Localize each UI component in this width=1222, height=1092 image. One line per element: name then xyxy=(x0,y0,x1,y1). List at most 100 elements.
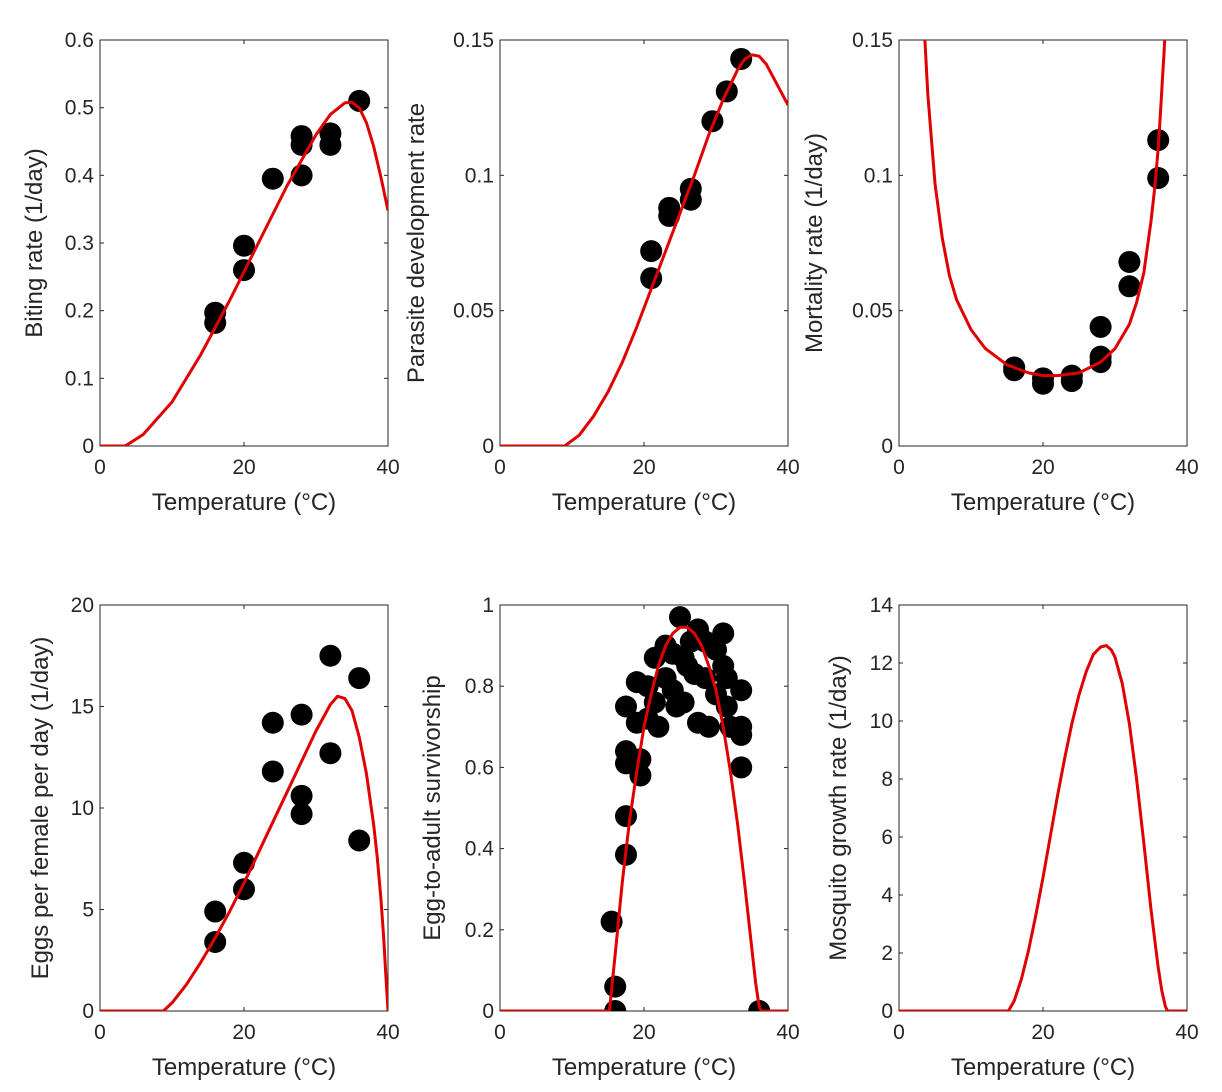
data-point xyxy=(669,606,691,629)
y-tick-label: 0.05 xyxy=(453,300,494,323)
y-axis-label: Biting rate (1/day) xyxy=(21,148,48,337)
y-axis-label: Mosquito growth rate (1/day) xyxy=(825,655,852,960)
panel-biting-rate: 0 20 40 0 0.1 0.2 0.3 0.4 0.5 0.6 Temperature (°C)… xyxy=(21,29,400,516)
y-tick-label: 0.1 xyxy=(465,164,494,187)
x-tick-label: 20 xyxy=(232,456,255,479)
data-point xyxy=(1118,250,1141,273)
y-tick-label: 0.1 xyxy=(864,164,893,187)
data-points xyxy=(204,644,371,953)
x-tick-label: 20 xyxy=(232,1021,255,1044)
data-point xyxy=(319,644,342,667)
x-tick-label: 40 xyxy=(1175,456,1198,479)
panel-parasite-development-rate: 0 20 40 0 0.05 0.1 0.15 Temperature (°C) Parasit… xyxy=(403,29,800,516)
y-tick-label: 8 xyxy=(881,768,893,791)
data-point xyxy=(712,622,735,645)
y-tick-label: 0 xyxy=(881,435,893,458)
x-tick-label: 0 xyxy=(494,1021,506,1044)
fit-curve xyxy=(100,100,388,446)
data-point xyxy=(604,975,627,998)
fit-curve xyxy=(899,644,1187,1011)
y-tick-label: 0.6 xyxy=(465,756,494,779)
data-point xyxy=(261,167,284,190)
x-axis-label: Temperature (°C) xyxy=(152,1054,336,1081)
data-point xyxy=(348,667,371,690)
y-tick-label: 0 xyxy=(482,1000,494,1023)
x-tick-label: 20 xyxy=(632,1021,655,1044)
y-tick-label: 0.3 xyxy=(65,232,94,255)
x-axis-label: Temperature (°C) xyxy=(152,489,336,516)
panel-eggs-per-female: 0 20 40 0 5 10 15 20 Temperature (°C) Eggs per fe… xyxy=(27,594,400,1081)
x-tick-label: 0 xyxy=(893,456,905,479)
y-tick-label: 0.8 xyxy=(465,675,494,698)
y-tick-label: 0.4 xyxy=(465,838,495,861)
data-point xyxy=(261,760,284,783)
data-point xyxy=(640,240,663,263)
data-point xyxy=(319,133,342,156)
y-tick-label: 12 xyxy=(870,652,893,675)
y-axis-label: Egg-to-adult survivorship xyxy=(419,675,446,940)
x-tick-label: 40 xyxy=(776,1021,799,1044)
y-tick-label: 10 xyxy=(870,710,893,733)
y-tick-label: 0.5 xyxy=(65,97,94,120)
x-tick-label: 20 xyxy=(632,456,655,479)
panel-mosquito-growth-rate: 0 20 40 0 2 4 6 8 10 12 14 Temperature (°C) Mosquito… xyxy=(825,594,1199,1081)
axes-frame xyxy=(898,604,1188,1012)
data-point xyxy=(1032,372,1054,395)
axes-frame xyxy=(499,604,789,1012)
data-point xyxy=(233,851,255,874)
x-axis-label: Temperature (°C) xyxy=(951,1054,1135,1081)
x-tick-label: 20 xyxy=(1031,456,1054,479)
x-tick-label: 0 xyxy=(494,456,506,479)
y-axis-label: Parasite development rate xyxy=(403,103,430,383)
y-tick-label: 0.2 xyxy=(465,919,494,942)
y-axis-label: Eggs per female per day (1/day) xyxy=(27,637,54,980)
data-point xyxy=(679,188,702,211)
y-tick-label: 10 xyxy=(71,797,94,820)
y-tick-label: 0 xyxy=(82,1000,94,1023)
y-tick-label: 4 xyxy=(881,884,893,907)
y-axis-label: Mortality rate (1/day) xyxy=(801,133,828,353)
data-point xyxy=(615,805,637,828)
y-tick-label: 5 xyxy=(82,899,94,922)
x-tick-label: 0 xyxy=(893,1021,905,1044)
data-point xyxy=(1118,275,1141,298)
y-tick-label: 1 xyxy=(482,594,494,617)
y-tick-label: 2 xyxy=(881,942,893,965)
data-points xyxy=(600,606,771,1011)
data-point xyxy=(697,715,720,738)
data-point xyxy=(647,715,670,738)
data-point xyxy=(1089,315,1112,338)
data-point xyxy=(615,695,637,718)
data-point xyxy=(715,667,738,690)
fit-curve xyxy=(500,625,788,1011)
x-axis-label: Temperature (°C) xyxy=(552,489,736,516)
y-tick-label: 20 xyxy=(71,594,94,617)
data-point xyxy=(730,723,753,746)
data-point xyxy=(629,748,652,771)
data-point xyxy=(629,764,652,787)
data-point xyxy=(348,89,371,112)
x-tick-label: 20 xyxy=(1031,1021,1054,1044)
y-tick-label: 0 xyxy=(881,1000,893,1023)
data-point xyxy=(658,204,681,227)
data-point xyxy=(290,803,313,826)
data-point xyxy=(730,679,753,702)
y-tick-label: 6 xyxy=(881,826,893,849)
fit-curve xyxy=(923,40,1167,378)
x-tick-label: 40 xyxy=(1175,1021,1198,1044)
data-point xyxy=(290,784,313,807)
data-points xyxy=(640,47,753,290)
y-tick-label: 0.2 xyxy=(65,300,94,323)
panel-egg-to-adult-survivorship: 0 20 40 0 0.2 0.4 0.6 0.8 1 Temperature (°C) Egg-t… xyxy=(419,594,800,1081)
y-tick-label: 0.6 xyxy=(65,29,94,52)
data-point xyxy=(319,742,342,765)
data-point xyxy=(730,756,753,779)
y-tick-label: 0.15 xyxy=(852,29,893,52)
x-tick-label: 40 xyxy=(376,1021,399,1044)
data-point xyxy=(1147,167,1170,190)
x-tick-label: 0 xyxy=(94,1021,106,1044)
data-point xyxy=(290,703,313,726)
data-point xyxy=(348,829,371,852)
data-point xyxy=(204,900,227,923)
